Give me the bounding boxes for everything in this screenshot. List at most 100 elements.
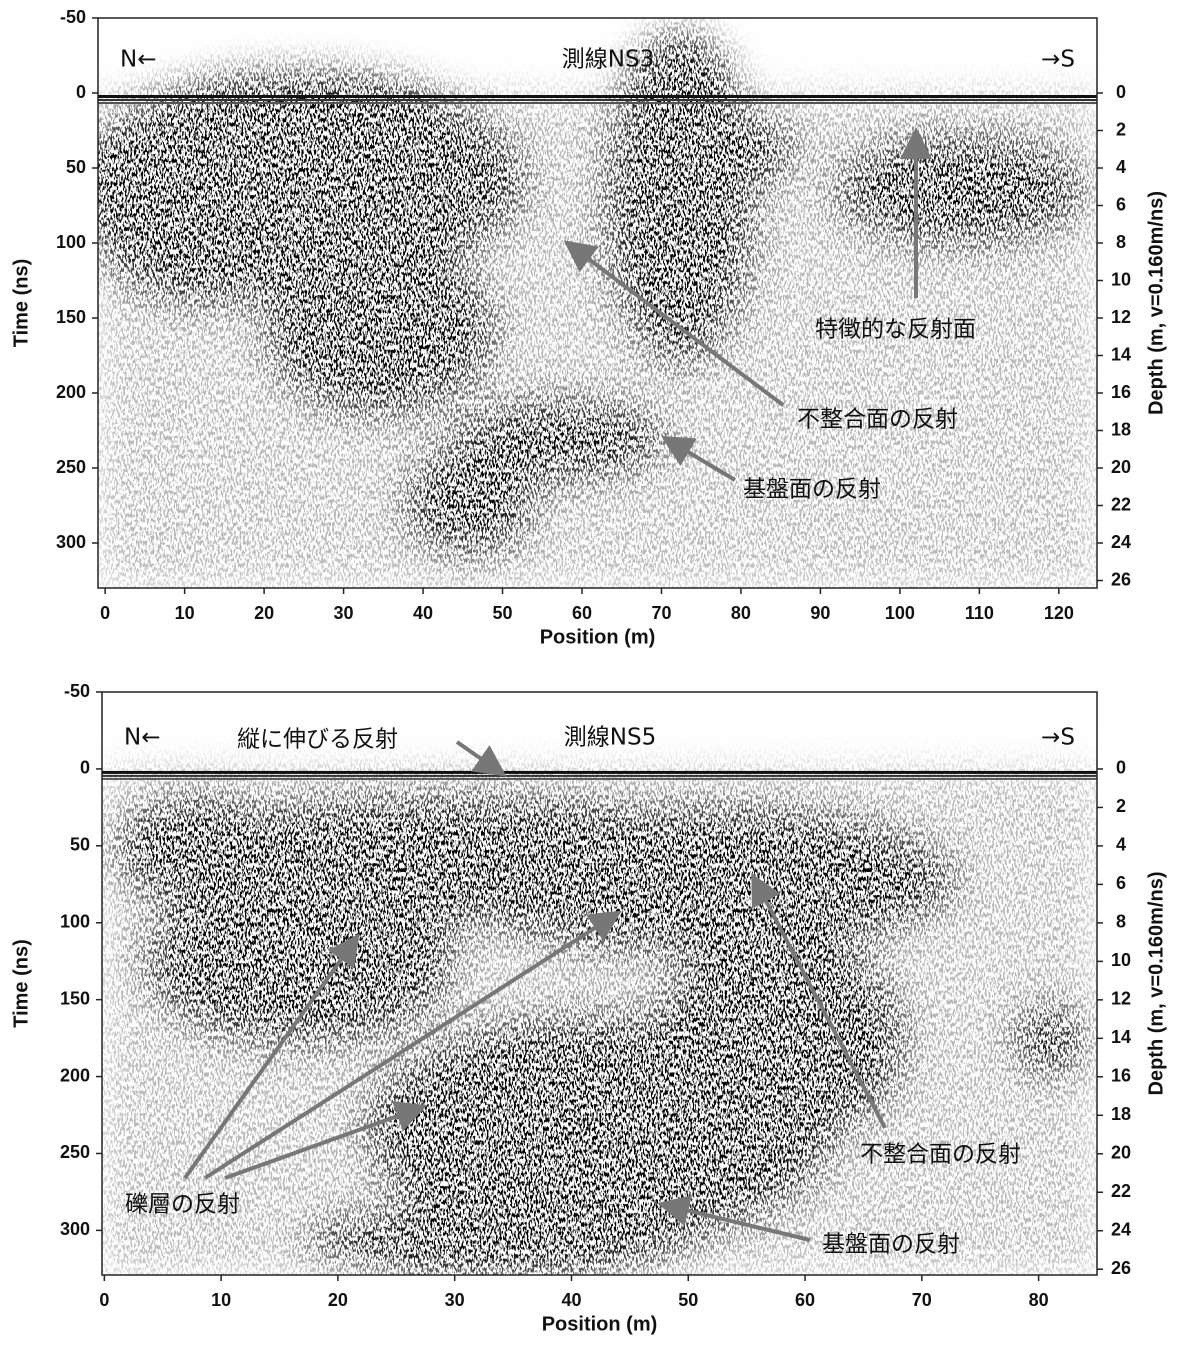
y-tick-label: -50	[64, 681, 90, 701]
annotation-arrow	[183, 933, 360, 1180]
annotation-arrow	[657, 1195, 811, 1242]
x-tick-label: 40	[561, 1290, 581, 1310]
reflection-zone	[400, 440, 540, 560]
annotation: 特徴的な反射面	[815, 317, 976, 343]
annotation: 基盤面の反射	[822, 1232, 960, 1258]
noise-layer	[102, 768, 1097, 1275]
direction-right: →S	[1041, 725, 1075, 751]
x-tick-label: 90	[810, 603, 830, 623]
y-tick-label: 50	[70, 835, 90, 855]
reflection-zone	[650, 930, 910, 1150]
x-tick-label: 10	[175, 603, 195, 623]
surface-reflection	[98, 102, 1097, 104]
reflection-zone	[1010, 1000, 1090, 1080]
y-tick-label: 300	[56, 532, 86, 552]
y2-tick-label: 22	[1111, 1181, 1131, 1201]
x-tick-label: 50	[493, 603, 513, 623]
direction-right: →S	[1041, 47, 1075, 73]
y2-tick-label: 24	[1111, 532, 1131, 552]
radar-texture	[98, 30, 1097, 588]
y2-tick-label: 10	[1111, 950, 1131, 970]
annotation-arrow	[563, 240, 785, 407]
y2-tick-label: 14	[1111, 1027, 1131, 1047]
annotation: 不整合面の反射	[860, 1142, 1021, 1168]
y2-tick-label: 8	[1116, 232, 1126, 252]
annotation: 礫層の反射	[125, 1192, 240, 1218]
y-tick-label: 150	[56, 307, 86, 327]
plot-frame	[97, 17, 1098, 589]
x-tick-label: 80	[1029, 1290, 1049, 1310]
x-tick-label: 70	[651, 603, 671, 623]
radar-texture	[102, 768, 1097, 1275]
reflection-zone	[300, 1200, 700, 1275]
surface-reflection	[98, 99, 1097, 101]
y-tick-label: 250	[60, 1142, 90, 1162]
x-tick-label: 20	[328, 1290, 348, 1310]
x-axis-label: Position (m)	[540, 626, 656, 648]
reflection-zone	[440, 800, 960, 960]
y2-axis-label: Depth (m, v=0.160m/ns)	[1145, 872, 1167, 1096]
x-tick-label: 0	[99, 1290, 109, 1310]
y-tick-label: 250	[56, 457, 86, 477]
x-axis-label: Position (m)	[542, 1313, 658, 1335]
y-tick-label: 100	[60, 911, 90, 931]
surface-reflection	[102, 777, 1097, 780]
x-tick-label: 120	[1044, 603, 1074, 623]
surface-reflection	[102, 774, 1097, 777]
x-tick-label: 50	[678, 1290, 698, 1310]
reflection-zone	[110, 790, 290, 910]
y2-tick-label: 16	[1111, 382, 1131, 402]
y-tick-label: 200	[56, 382, 86, 402]
annotation: 縦に伸びる反射	[237, 727, 398, 753]
y2-tick-label: 0	[1116, 82, 1126, 102]
y-tick-label: 0	[76, 82, 86, 102]
y2-axis-label: Depth (m, v=0.160m/ns)	[1145, 191, 1167, 415]
y2-tick-label: 6	[1116, 194, 1126, 214]
reflection-zone	[260, 240, 500, 420]
reflection-zone	[830, 130, 1090, 250]
reflection-zone	[600, 30, 760, 370]
x-tick-label: 20	[254, 603, 274, 623]
annotation-arrow	[455, 740, 507, 777]
y2-tick-label: 0	[1116, 758, 1126, 778]
annotation: 不整合面の反射	[797, 407, 958, 433]
y2-tick-label: 2	[1116, 119, 1126, 139]
surface-reflection	[98, 95, 1097, 98]
x-tick-label: 30	[334, 603, 354, 623]
y2-tick-label: 14	[1111, 344, 1131, 364]
y-tick-label: 150	[60, 988, 90, 1008]
x-tick-label: 100	[885, 603, 915, 623]
x-tick-label: 10	[211, 1290, 231, 1310]
surface-reflection	[102, 770, 1097, 774]
y2-tick-label: 18	[1111, 419, 1131, 439]
y2-tick-label: 16	[1111, 1066, 1131, 1086]
y2-tick-label: 8	[1116, 912, 1126, 932]
y2-tick-label: 4	[1116, 157, 1126, 177]
reflection-zone	[680, 110, 800, 190]
y-tick-label: 200	[60, 1065, 90, 1085]
chart-title: 測線NS3	[562, 47, 654, 73]
panel: 0 10 20 30 40 50 60 70 80 90 100 110 120-50050100150…	[10, 7, 1167, 649]
y2-tick-label: 26	[1111, 1258, 1131, 1278]
x-tick-label: 30	[445, 1290, 465, 1310]
y2-tick-label: 10	[1111, 269, 1131, 289]
x-tick-label: 0	[100, 603, 110, 623]
x-tick-label: 80	[731, 603, 751, 623]
direction-left: N←	[124, 725, 160, 751]
annotation-arrow	[751, 872, 887, 1129]
x-tick-label: 60	[795, 1290, 815, 1310]
annotation-arrow	[661, 435, 737, 482]
reflection-zone	[140, 870, 460, 1050]
y2-tick-label: 24	[1111, 1219, 1131, 1239]
y2-tick-label: 26	[1111, 569, 1131, 589]
y-tick-label: 300	[60, 1219, 90, 1239]
y2-tick-label: 18	[1111, 1104, 1131, 1124]
chart-title: 測線NS5	[564, 725, 656, 751]
x-tick-label: 40	[413, 603, 433, 623]
noise-layer	[98, 30, 1097, 588]
y2-tick-label: 12	[1111, 989, 1131, 1009]
y2-tick-label: 4	[1116, 835, 1126, 855]
x-tick-label: 60	[572, 603, 592, 623]
y-tick-label: 0	[80, 758, 90, 778]
